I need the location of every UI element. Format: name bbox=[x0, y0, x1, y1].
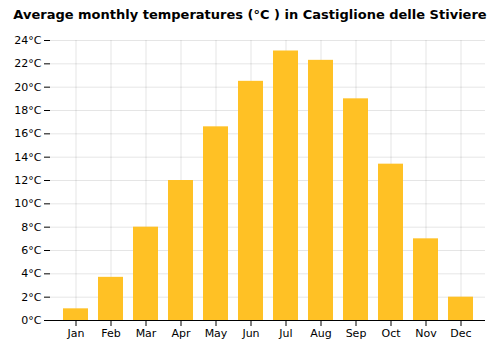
svg-text:Mar: Mar bbox=[136, 327, 157, 340]
svg-text:Dec: Dec bbox=[450, 327, 471, 340]
svg-text:4°C: 4°C bbox=[21, 267, 41, 280]
svg-text:6°C: 6°C bbox=[21, 244, 41, 257]
svg-text:10°C: 10°C bbox=[14, 197, 41, 210]
svg-text:May: May bbox=[205, 327, 228, 340]
svg-text:24°C: 24°C bbox=[14, 34, 41, 47]
svg-text:Jul: Jul bbox=[278, 327, 292, 340]
svg-text:12°C: 12°C bbox=[14, 174, 41, 187]
svg-text:Apr: Apr bbox=[171, 327, 191, 340]
svg-text:Sep: Sep bbox=[346, 327, 367, 340]
svg-text:8°C: 8°C bbox=[21, 221, 41, 234]
svg-text:Aug: Aug bbox=[310, 327, 331, 340]
svg-text:18°C: 18°C bbox=[14, 104, 41, 117]
svg-text:Jan: Jan bbox=[67, 327, 85, 340]
svg-text:Feb: Feb bbox=[101, 327, 120, 340]
html-text:Average monthly temperatures (: Average monthly temperatures (°C ) in Ca… bbox=[13, 7, 487, 22]
svg-text:16°C: 16°C bbox=[14, 127, 41, 140]
svg-text:Nov: Nov bbox=[415, 327, 437, 340]
svg-text:0°C: 0°C bbox=[21, 314, 41, 327]
svg-text:Oct: Oct bbox=[381, 327, 401, 340]
svg-text:14°C: 14°C bbox=[14, 151, 41, 164]
svg-text:2°C: 2°C bbox=[21, 291, 41, 304]
svg-text:Jun: Jun bbox=[241, 327, 259, 340]
svg-text:20°C: 20°C bbox=[14, 81, 41, 94]
svg-text:22°C: 22°C bbox=[14, 57, 41, 70]
